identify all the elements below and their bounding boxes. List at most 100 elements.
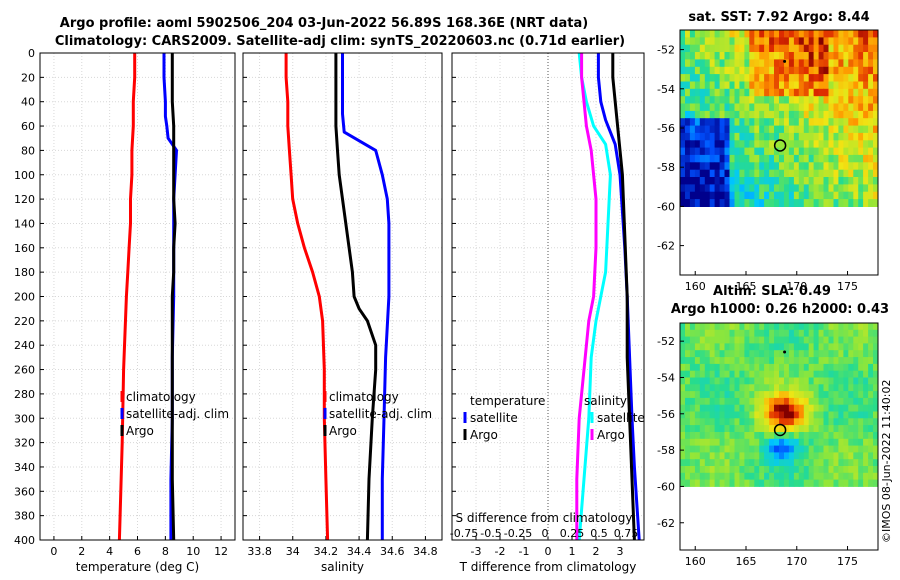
difference-frame (451, 52, 645, 541)
field-cell (709, 177, 716, 185)
field-cell (823, 357, 829, 365)
field-cell (823, 74, 829, 82)
field-cell (863, 96, 869, 105)
field-cell (838, 44, 844, 53)
field-cell (784, 37, 790, 46)
field-cell (853, 363, 859, 372)
y-tick-label: 80 (21, 144, 35, 157)
field-cell (734, 466, 740, 474)
series-line-salinity-satellite (575, 53, 598, 540)
field-cell (719, 147, 726, 156)
field-cell (843, 377, 849, 385)
field-cell (813, 350, 820, 358)
field-cell (709, 162, 716, 171)
field-cell (680, 432, 686, 440)
field-cell (704, 357, 711, 365)
field-cell (873, 329, 879, 338)
field-cell (739, 169, 745, 178)
y-tick-label: 60 (21, 120, 35, 133)
field-cell (739, 411, 745, 419)
field-cell (774, 445, 780, 453)
field-cell (838, 472, 844, 481)
field-cell (798, 103, 805, 112)
field-cell (838, 96, 844, 105)
field-cell (714, 363, 721, 372)
field-cell (680, 81, 686, 90)
sla-map-panel: Altim. SLA: 0.49 Argo h1000: 0.26 h2000:… (657, 284, 889, 568)
field-cell (858, 125, 864, 134)
field-cell (863, 377, 869, 385)
field-cell (808, 125, 815, 134)
field-cell (833, 323, 839, 331)
field-cell (764, 438, 770, 447)
field-cell (784, 132, 790, 141)
field-cell (714, 81, 721, 90)
field-cell (714, 350, 721, 358)
field-cell (808, 363, 815, 372)
field-cell (709, 391, 716, 399)
y-tick-label: 40 (21, 96, 35, 109)
field-cell (694, 44, 701, 53)
field-cell (813, 59, 820, 68)
field-cell (833, 357, 839, 365)
field-cell (704, 329, 711, 338)
field-cell (848, 459, 854, 467)
field-cell (769, 343, 775, 351)
field-cell (803, 110, 810, 119)
field-cell (689, 74, 696, 82)
field-cell (793, 363, 800, 372)
field-cell (784, 459, 790, 467)
field-cell (709, 466, 716, 474)
field-cell (848, 466, 854, 474)
field-cell (838, 370, 844, 378)
field-cell (818, 132, 825, 141)
field-cell (739, 397, 745, 406)
field-cell (749, 363, 755, 372)
field-cell (818, 336, 825, 344)
field-cell (704, 118, 711, 127)
field-cell (798, 30, 805, 38)
field-cell (833, 74, 839, 82)
field-cell (798, 66, 805, 75)
field-cell (754, 37, 760, 46)
field-cell (729, 425, 735, 433)
field-cell (759, 59, 765, 68)
field-cell (739, 459, 745, 467)
y-tick-label: -62 (657, 517, 675, 530)
field-cell (823, 147, 829, 156)
field-cell (793, 425, 800, 433)
field-cell (828, 432, 834, 440)
y-tick-label: 300 (14, 412, 35, 425)
field-cell (784, 191, 790, 200)
field-cell (694, 140, 701, 149)
x-tick-label: 165 (736, 280, 757, 293)
y-tick-label: 100 (14, 169, 35, 182)
field-cell (774, 169, 780, 178)
field-cell (699, 103, 706, 112)
field-cell (764, 81, 770, 90)
field-cell (843, 154, 849, 163)
field-cell (858, 44, 864, 53)
field-cell (818, 154, 825, 163)
field-cell (714, 370, 721, 378)
field-cell (685, 452, 691, 460)
field-cell (784, 432, 790, 440)
field-cell (714, 445, 721, 453)
field-cell (848, 363, 854, 372)
field-cell (734, 177, 740, 185)
field-cell (848, 81, 854, 90)
field-cell (719, 59, 726, 68)
field-cell (685, 199, 691, 207)
field-cell (868, 425, 874, 433)
field-cell (729, 479, 735, 487)
sla-map-title-line2: Argo h1000: 0.26 h2000: 0.43 (671, 302, 889, 317)
field-cell (734, 154, 740, 163)
field-cell (739, 125, 745, 134)
field-cell (793, 452, 800, 460)
field-cell (694, 445, 701, 453)
field-cell (818, 432, 825, 440)
field-cell (873, 397, 879, 406)
field-cell (788, 140, 795, 149)
field-cell (729, 74, 735, 82)
